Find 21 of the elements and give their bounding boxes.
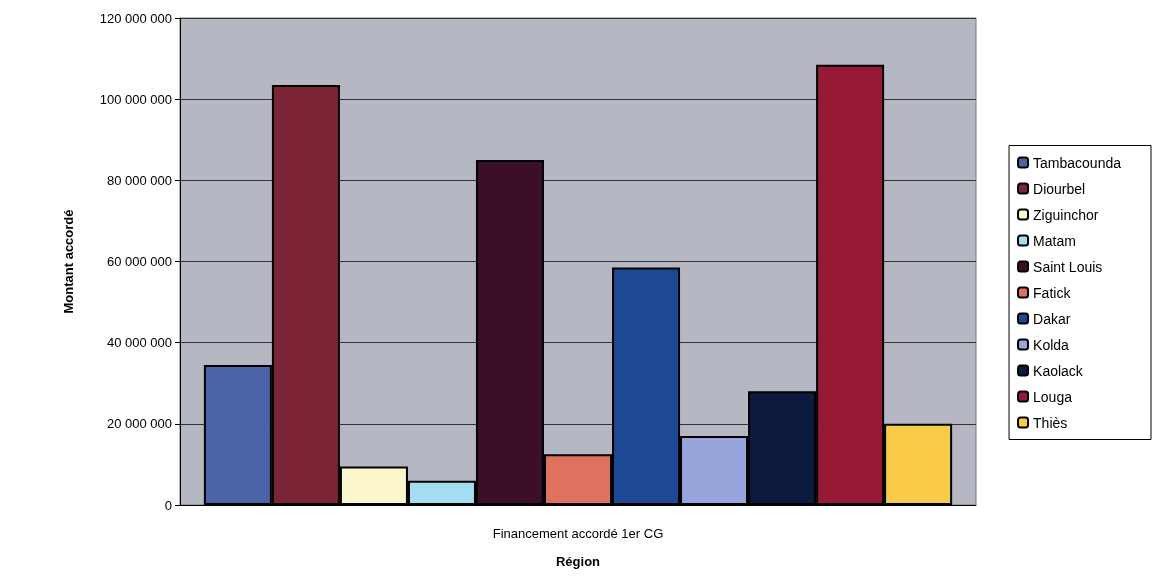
y-tick-label: 120 000 000 (99, 10, 172, 26)
legend-label: Diourbel (1033, 180, 1086, 197)
legend-label: Kaolack (1033, 362, 1084, 379)
legend-label: Ziguinchor (1033, 206, 1099, 223)
legend-label: Matam (1033, 232, 1076, 249)
y-tick-label: 100 000 000 (99, 91, 172, 107)
x-tick-label: Financement accordé 1er CG (492, 526, 664, 541)
y-tick-label: 40 000 000 (106, 335, 172, 351)
legend-label: Tambacounda (1033, 154, 1122, 171)
legend-label: Dakar (1033, 310, 1071, 327)
legend-label: Kolda (1033, 336, 1070, 353)
y-axis-title: Montant accordé (61, 209, 76, 314)
legend-label: Louga (1033, 388, 1073, 405)
y-tick-label: 80 000 000 (106, 172, 172, 188)
legend-label: Fatick (1033, 284, 1072, 301)
x-axis-title: Région (555, 554, 601, 569)
y-tick-label: 60 000 000 (106, 254, 172, 269)
y-tick-label: 20 000 000 (106, 416, 172, 432)
legend-label: Saint Louis (1033, 258, 1103, 275)
y-tick-label: 0 (164, 497, 172, 513)
legend-label: Thiès (1033, 414, 1068, 431)
